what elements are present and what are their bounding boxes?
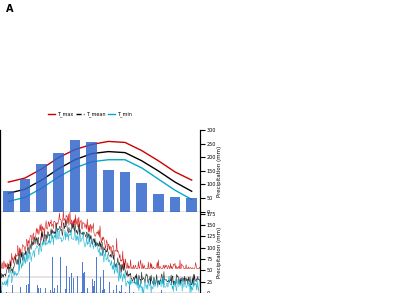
Bar [102, 289, 103, 293]
Bar [28, 285, 29, 293]
Bar [161, 290, 162, 293]
Bar [65, 289, 66, 293]
Bar [1, 291, 2, 293]
Bar [103, 270, 104, 293]
Bar [120, 292, 121, 293]
Bar [62, 278, 63, 293]
Bar [94, 281, 95, 293]
Bar [53, 292, 54, 293]
Bar [50, 290, 51, 293]
Bar [104, 289, 105, 293]
Bar [20, 287, 21, 293]
Bar [103, 170, 114, 212]
Bar [66, 266, 67, 293]
Text: B: B [204, 6, 211, 16]
Bar [26, 285, 27, 293]
Bar [69, 277, 70, 293]
Bar [83, 273, 84, 293]
Bar [96, 257, 97, 293]
Bar [60, 257, 61, 293]
Bar [57, 285, 58, 293]
Bar [77, 276, 78, 293]
Bar [81, 292, 82, 293]
Bar [3, 191, 14, 212]
Bar [142, 292, 143, 293]
Bar [37, 285, 38, 293]
Bar [120, 172, 130, 212]
Bar [45, 288, 46, 293]
Bar [70, 140, 80, 212]
Bar [38, 287, 39, 293]
Bar [29, 262, 30, 293]
Bar [36, 164, 47, 212]
Bar [71, 273, 72, 293]
Bar [86, 142, 97, 212]
Bar [84, 272, 85, 293]
Bar [186, 198, 197, 212]
Legend: T_max, T_mean, T_min: T_max, T_mean, T_min [46, 110, 134, 120]
Bar [100, 277, 101, 293]
Bar [109, 282, 110, 293]
Bar [87, 288, 88, 293]
Bar [170, 197, 180, 212]
Bar [93, 286, 94, 293]
Bar [132, 292, 133, 293]
Bar [6, 292, 7, 293]
Bar [116, 285, 117, 293]
Bar [133, 292, 134, 293]
Bar [72, 292, 73, 293]
Y-axis label: Precipitation (mm): Precipitation (mm) [217, 227, 222, 278]
Bar [82, 261, 83, 293]
Bar [113, 290, 114, 293]
Bar [153, 194, 164, 212]
Bar [119, 291, 120, 293]
Bar [129, 286, 130, 293]
Bar [121, 285, 122, 293]
Bar [52, 257, 53, 293]
Y-axis label: Precipitation (mm): Precipitation (mm) [217, 145, 222, 197]
Bar [40, 288, 41, 293]
Bar [53, 153, 64, 212]
Bar [73, 278, 74, 293]
Bar [92, 284, 93, 293]
Bar [54, 288, 55, 293]
Bar [136, 183, 147, 212]
Text: A: A [6, 4, 14, 14]
Bar [20, 179, 30, 212]
Bar [125, 292, 126, 293]
